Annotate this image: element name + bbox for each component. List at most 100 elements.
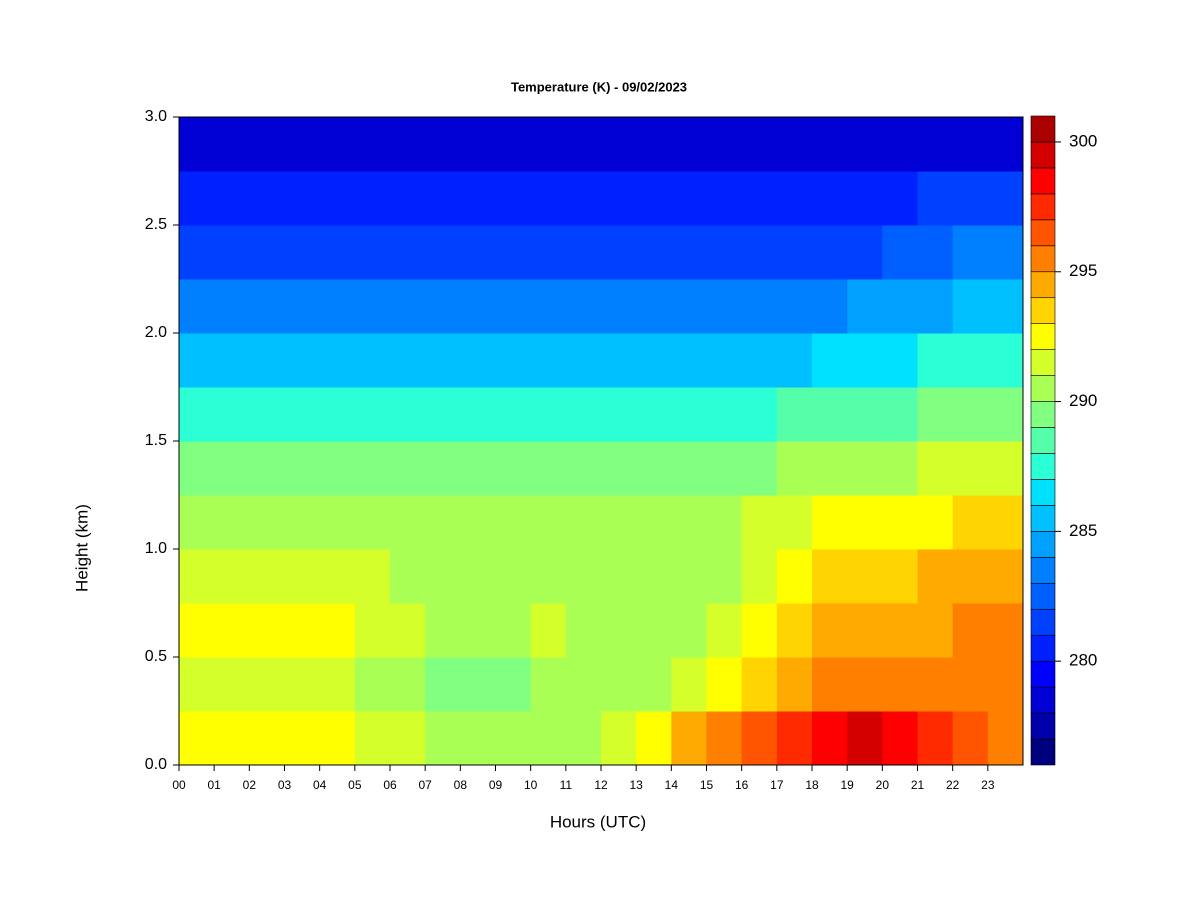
heat-cell — [706, 495, 743, 550]
heat-cell — [214, 117, 250, 172]
heat-cell — [495, 657, 532, 712]
heat-cell — [636, 549, 672, 604]
heat-cell — [530, 279, 567, 334]
heat-cell — [214, 495, 250, 550]
heat-cell — [776, 279, 813, 334]
heat-cell — [706, 549, 743, 604]
heat-cell — [812, 603, 848, 658]
heat-cell — [882, 495, 918, 550]
heat-cell — [179, 333, 215, 388]
heat-cell — [987, 279, 1024, 334]
heat-cell — [495, 549, 532, 604]
heat-cell — [741, 657, 778, 712]
heat-cell — [812, 711, 848, 766]
heat-cell — [812, 117, 848, 172]
heat-cell — [460, 495, 496, 550]
heat-cell — [882, 657, 918, 712]
heat-cell — [530, 657, 567, 712]
heat-cell — [354, 441, 391, 496]
heat-cell — [460, 333, 496, 388]
heat-cell — [565, 333, 602, 388]
heat-cell — [390, 225, 426, 280]
heat-cell — [319, 333, 356, 388]
heat-cell — [812, 387, 848, 442]
heat-cell — [776, 549, 813, 604]
heat-cell — [319, 441, 356, 496]
heat-cell — [284, 495, 321, 550]
heat-cell — [847, 711, 883, 766]
heat-cell — [460, 279, 496, 334]
heat-cell — [284, 333, 321, 388]
heat-cell — [636, 225, 672, 280]
heat-cell — [495, 279, 532, 334]
heat-cell — [214, 657, 250, 712]
heat-cell — [952, 333, 989, 388]
x-tick-label: 19 — [840, 778, 854, 792]
heat-cell — [882, 117, 918, 172]
heat-cell — [319, 117, 356, 172]
heat-cell — [741, 549, 778, 604]
heat-cell — [319, 387, 356, 442]
heat-cell — [425, 549, 461, 604]
heat-cell — [987, 117, 1024, 172]
heat-cell — [601, 387, 637, 442]
heat-cell — [425, 225, 461, 280]
colorbar-segment — [1030, 141, 1056, 169]
heat-cell — [741, 279, 778, 334]
heat-cell — [354, 171, 391, 226]
heat-cell — [390, 441, 426, 496]
colorbar-segment — [1030, 245, 1056, 273]
heat-cell — [460, 117, 496, 172]
heat-cell — [214, 171, 250, 226]
heat-cell — [636, 279, 672, 334]
heat-cell — [214, 279, 250, 334]
heat-cell — [952, 441, 989, 496]
heat-cell — [249, 711, 285, 766]
heat-cell — [214, 711, 250, 766]
heat-cell — [987, 333, 1024, 388]
colorbar-segment — [1030, 660, 1056, 688]
heat-cell — [671, 711, 707, 766]
x-tick-label: 03 — [278, 778, 292, 792]
heat-cell — [882, 441, 918, 496]
heat-cell — [460, 171, 496, 226]
colorbar-tick-label: 290 — [1069, 391, 1097, 410]
heat-cell — [671, 603, 707, 658]
heat-cell — [952, 495, 989, 550]
colorbar-segment — [1030, 712, 1056, 740]
heat-cell — [249, 495, 285, 550]
heat-cell — [671, 549, 707, 604]
heat-cell — [917, 441, 954, 496]
heat-cell — [319, 279, 356, 334]
colorbar-segment — [1030, 167, 1056, 195]
heat-cell — [671, 171, 707, 226]
heat-cell — [987, 549, 1024, 604]
heat-cell — [319, 549, 356, 604]
heat-cell — [601, 225, 637, 280]
heat-cell — [741, 711, 778, 766]
colorbar-segment — [1030, 582, 1056, 610]
heat-cell — [741, 117, 778, 172]
heat-cell — [776, 603, 813, 658]
heat-cell — [565, 279, 602, 334]
heat-cell — [460, 549, 496, 604]
heat-cell — [214, 549, 250, 604]
x-tick-label: 16 — [735, 778, 749, 792]
heat-cell — [952, 117, 989, 172]
heat-cell — [460, 711, 496, 766]
heat-cell — [319, 711, 356, 766]
heat-cell — [987, 711, 1024, 766]
heat-cell — [671, 495, 707, 550]
heat-cell — [284, 441, 321, 496]
heat-cell — [636, 171, 672, 226]
heat-cell — [671, 225, 707, 280]
heat-cell — [249, 603, 285, 658]
heat-cell — [706, 333, 743, 388]
heat-cell — [249, 441, 285, 496]
heat-cell — [319, 225, 356, 280]
heat-cell — [917, 711, 954, 766]
heat-cell — [495, 603, 532, 658]
colorbar-segment — [1030, 193, 1056, 221]
heat-cell — [249, 171, 285, 226]
